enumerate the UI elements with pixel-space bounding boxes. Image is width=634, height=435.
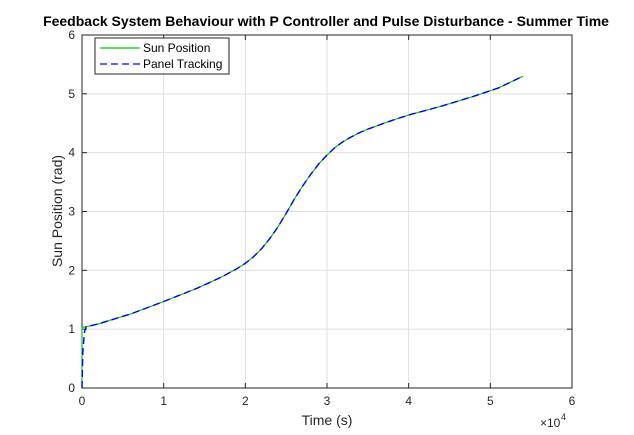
x-axis-label: Time (s): [302, 412, 353, 428]
y-tick-label: 5: [68, 87, 75, 101]
legend-label-panel-tracking: Panel Tracking: [143, 57, 222, 71]
y-tick-label: 3: [68, 205, 75, 219]
x-multiplier-exponent: 4: [561, 412, 566, 422]
x-tick-label: 2: [242, 394, 249, 408]
x-tick-label: 5: [487, 394, 494, 408]
legend: Sun Position Panel Tracking: [94, 37, 230, 75]
y-axis-label: Sun Position (rad): [49, 155, 65, 267]
x-tick-label: 4: [405, 394, 412, 408]
x-tick-label: 3: [324, 394, 331, 408]
y-tick-label: 2: [68, 263, 75, 277]
grid-lines: [82, 35, 572, 388]
y-tick-label: 4: [68, 146, 75, 160]
legend-box: [94, 37, 230, 75]
x-tick-label: 1: [160, 394, 167, 408]
tick-labels: 0 1 2 3 4 5 6 0 1 2 3 4 5 6: [68, 28, 575, 408]
series-line-panel-tracking: [81, 75, 524, 389]
x-multiplier-base: ×10: [540, 416, 561, 430]
x-axis-multiplier: ×10 4: [540, 412, 566, 430]
y-tick-label: 0: [68, 381, 75, 395]
chart-title: Feedback System Behaviour with P Control…: [43, 13, 609, 29]
legend-label-sun-position: Sun Position: [143, 41, 210, 55]
axes: [81, 34, 573, 389]
x-tick-label: 0: [79, 394, 86, 408]
y-tick-label: 6: [68, 28, 75, 42]
x-tick-label: 6: [569, 394, 576, 408]
series-layer: [81, 75, 524, 389]
y-tick-label: 1: [68, 322, 75, 336]
